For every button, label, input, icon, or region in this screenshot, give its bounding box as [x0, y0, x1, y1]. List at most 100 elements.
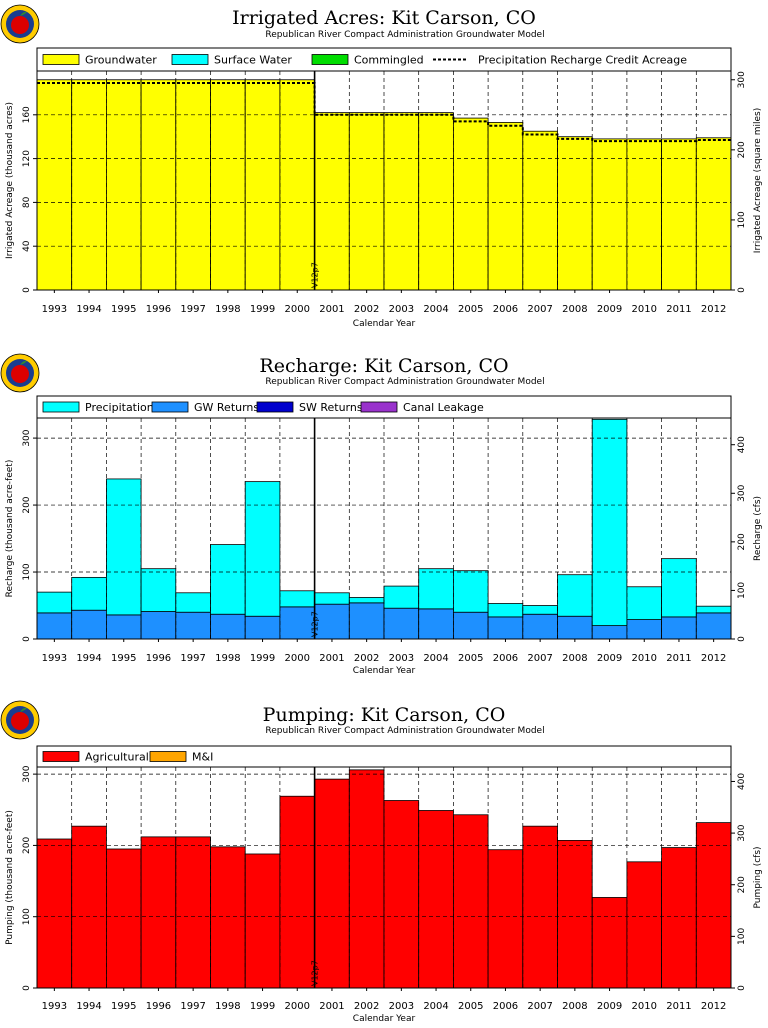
- y-axis-label: Pumping (thousand acre-feet): [5, 810, 15, 945]
- bar: [383, 112, 420, 291]
- x-tick-label: 2011: [666, 653, 691, 664]
- x-tick-label: 2001: [319, 304, 344, 315]
- x-tick-label: 2012: [701, 304, 726, 315]
- bar: [210, 846, 246, 989]
- x-tick-label: 1999: [250, 1001, 275, 1012]
- x-tick-label: 2012: [701, 653, 726, 664]
- x-tick-label: 2012: [701, 1001, 726, 1012]
- x-tick-label: 1995: [111, 1001, 136, 1012]
- x-tick-label: 2007: [527, 1001, 552, 1012]
- y-tick-label: 200: [22, 837, 32, 854]
- bar: [452, 814, 489, 989]
- y-axis-label: Recharge (thousand acre-feet): [5, 460, 15, 598]
- bar: [175, 611, 211, 640]
- y-tick-label: 300: [22, 765, 32, 782]
- legend-entry: Canal Leakage: [403, 401, 484, 414]
- bar: [418, 112, 454, 291]
- logo-leaf: [20, 360, 27, 365]
- x-tick-label: 2006: [493, 304, 518, 315]
- bar: [452, 570, 489, 613]
- bar: [140, 611, 177, 640]
- legend-entry: GW Returns: [194, 401, 259, 414]
- x-tick-label: 2006: [493, 653, 518, 664]
- y-right-tick-label: 200: [737, 141, 747, 158]
- bar: [71, 79, 107, 291]
- bar: [383, 607, 420, 640]
- x-tick-label: 2002: [354, 1001, 379, 1012]
- bar: [348, 597, 385, 604]
- legend-entry: Agricultural: [85, 751, 149, 764]
- legend-swatch: [311, 54, 349, 65]
- x-tick-label: 2001: [319, 1001, 344, 1012]
- legend-entry: Precipitation Recharge Credit Acreage: [478, 54, 687, 67]
- y-right-tick-label: 0: [737, 287, 747, 293]
- x-tick-label: 1994: [76, 653, 101, 664]
- bar: [140, 568, 177, 612]
- x-tick-label: 1993: [42, 304, 67, 315]
- y-right-tick-label: 300: [737, 824, 747, 841]
- x-tick-label: 2003: [389, 653, 414, 664]
- chart-title: Recharge: Kit Carson, CO: [259, 355, 508, 377]
- bar: [36, 591, 73, 614]
- chart-subtitle: Republican River Compact Administration …: [265, 726, 544, 736]
- x-tick-label: 1999: [250, 653, 275, 664]
- logo-apple: [11, 712, 29, 730]
- bar: [244, 481, 281, 617]
- bar: [106, 478, 142, 616]
- bar: [279, 606, 315, 640]
- bar: [626, 861, 663, 989]
- y-right-tick-label: 100: [737, 582, 747, 599]
- chart-subtitle: Republican River Compact Administration …: [265, 377, 544, 387]
- y-tick-label: 100: [22, 563, 32, 580]
- legend-entry: M&I: [192, 751, 213, 764]
- x-tick-label: 2008: [562, 304, 587, 315]
- bar: [522, 613, 558, 640]
- bar: [140, 836, 177, 989]
- bar: [626, 586, 663, 620]
- y-right-tick-label: 0: [737, 636, 747, 642]
- bar: [175, 79, 211, 291]
- bar: [71, 576, 107, 611]
- plot-frame: [36, 417, 732, 640]
- y-right-tick-label: 400: [737, 773, 747, 790]
- bar: [695, 822, 732, 989]
- x-tick-label: 2009: [597, 653, 622, 664]
- bar: [244, 615, 281, 640]
- bar: [661, 558, 697, 618]
- bar: [36, 79, 73, 291]
- y-tick-label: 300: [22, 429, 32, 446]
- x-tick-label: 2006: [493, 1001, 518, 1012]
- x-tick-label: 1996: [146, 304, 171, 315]
- y-tick-label: 160: [22, 106, 32, 123]
- bar: [210, 544, 246, 615]
- y-right-tick-label: 200: [737, 876, 747, 893]
- logo-apple: [11, 16, 29, 34]
- bar: [279, 795, 315, 989]
- bar: [244, 853, 281, 989]
- bar: [626, 619, 663, 640]
- x-tick-label: 2000: [285, 653, 310, 664]
- x-tick-label: 1994: [76, 304, 101, 315]
- bar: [487, 849, 524, 989]
- logo-leaf: [20, 707, 27, 712]
- x-tick-label: 1997: [180, 1001, 205, 1012]
- chart-panel-1: Irrigated Acres: Kit Carson, CORepublica…: [0, 4, 763, 329]
- x-tick-label: 2011: [666, 304, 691, 315]
- x-tick-label: 1993: [42, 1001, 67, 1012]
- bar: [487, 616, 524, 640]
- legend-swatch: [42, 401, 80, 413]
- x-tick-label: 2004: [423, 304, 448, 315]
- y-right-axis-label: Pumping (cfs): [753, 846, 763, 908]
- bar: [557, 840, 593, 989]
- bar: [175, 592, 211, 613]
- x-tick-label: 1995: [111, 304, 136, 315]
- bar: [522, 825, 558, 989]
- y-right-tick-label: 400: [737, 436, 747, 453]
- chart-title: Irrigated Acres: Kit Carson, CO: [232, 7, 536, 29]
- bar: [106, 848, 142, 989]
- y-right-tick-label: 300: [737, 484, 747, 501]
- x-tick-label: 1993: [42, 653, 67, 664]
- plot-frame: [36, 70, 732, 291]
